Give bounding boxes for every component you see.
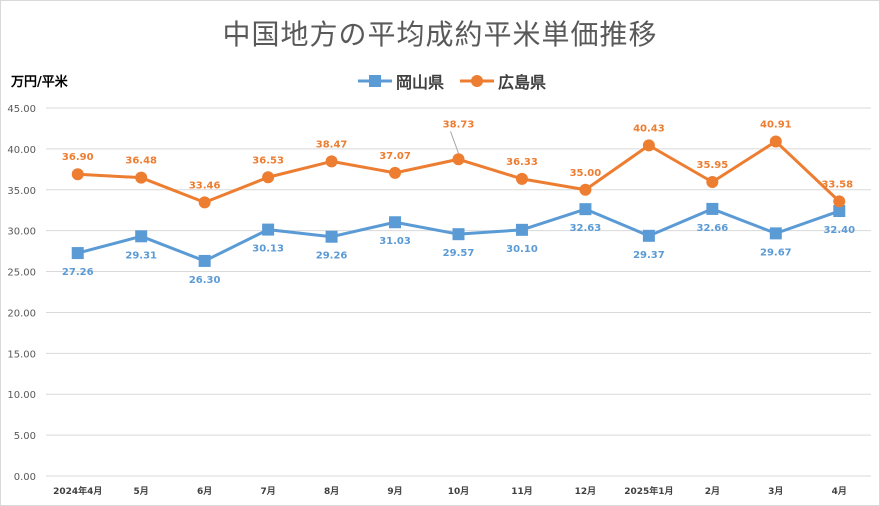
data-point-circle: [833, 195, 846, 208]
data-point-square: [452, 228, 465, 241]
series-line-1: [77, 139, 841, 204]
y-tick-label: 30.00: [7, 227, 36, 238]
x-tick-label: 8月: [324, 486, 339, 497]
data-point-circle: [135, 171, 148, 184]
x-tick-label: 5月: [134, 486, 149, 497]
data-point-circle: [198, 196, 211, 209]
data-label: 40.91: [760, 119, 792, 130]
y-tick-label: 35.00: [7, 186, 36, 197]
data-point-square: [642, 229, 655, 242]
y-tick-label: 0.00: [14, 472, 36, 483]
data-label: 37.07: [379, 151, 411, 162]
data-label: 27.26: [62, 267, 94, 278]
data-label: 40.43: [633, 123, 665, 134]
x-tick-label: 9月: [387, 486, 402, 497]
x-tick-label: 2月: [705, 486, 720, 497]
data-label: 36.48: [125, 156, 157, 167]
data-point-square: [135, 230, 148, 243]
data-point-circle: [706, 176, 719, 189]
data-label: 35.00: [570, 168, 602, 179]
y-tick-label: 15.00: [7, 349, 36, 360]
data-label: 32.66: [697, 223, 729, 234]
data-label: 33.58: [821, 179, 853, 190]
data-point-square: [71, 247, 84, 260]
data-point-square: [515, 223, 528, 236]
data-label: 30.10: [506, 244, 538, 255]
data-label: 38.73: [443, 119, 475, 130]
y-tick-label: 10.00: [7, 390, 36, 401]
legend-marker-square-icon: [358, 75, 392, 87]
legend-label-okayama: 岡山県: [396, 73, 445, 92]
data-point-circle: [769, 135, 782, 148]
data-point-square: [706, 202, 719, 215]
x-tick-label: 11月: [511, 486, 533, 497]
data-label: 29.31: [125, 250, 157, 261]
data-label: 36.33: [506, 157, 538, 168]
data-point-circle: [325, 155, 338, 168]
y-tick-label: 5.00: [14, 431, 36, 442]
legend: 岡山県 広島県: [358, 69, 546, 93]
data-point-square: [262, 223, 275, 236]
data-label: 29.26: [316, 251, 348, 262]
data-point-circle: [579, 183, 592, 196]
data-label: 30.13: [252, 244, 284, 255]
data-label: 36.90: [62, 152, 94, 163]
data-point-circle: [389, 166, 402, 179]
data-label: 26.30: [189, 275, 221, 286]
x-tick-label: 2025年1月: [624, 485, 673, 497]
y-tick-label: 25.00: [7, 268, 36, 279]
data-point-square: [389, 216, 402, 229]
data-label: 32.63: [570, 223, 602, 234]
data-point-square: [325, 230, 338, 243]
x-tick-label: 2024年4月: [53, 485, 102, 497]
x-tick-label: 7月: [260, 486, 275, 497]
data-label: 33.46: [189, 180, 221, 191]
data-label: 35.95: [697, 160, 729, 171]
chart-title: 中国地方の平均成約平米単価推移: [222, 18, 658, 51]
data-point-square: [198, 254, 211, 267]
y-axis-unit-label: 万円/平米: [11, 75, 68, 90]
x-tick-label: 3月: [768, 486, 783, 497]
x-tick-label: 6月: [197, 486, 212, 497]
data-point-circle: [515, 172, 528, 185]
data-label: 29.67: [760, 247, 792, 258]
y-tick-label: 45.00: [7, 104, 36, 115]
data-point-circle: [642, 139, 655, 152]
legend-item-hiroshima: 広島県: [460, 69, 546, 93]
y-tick-label: 20.00: [7, 308, 36, 319]
legend-label-hiroshima: 広島県: [498, 73, 547, 92]
data-point-square: [833, 205, 846, 218]
data-label: 32.40: [823, 225, 855, 236]
x-tick-label: 12月: [575, 486, 597, 497]
data-label-leader-line: [450, 131, 459, 154]
x-tick-label: 10月: [448, 486, 470, 497]
legend-marker-circle-icon: [460, 75, 495, 87]
data-label: 38.47: [316, 139, 348, 150]
legend-item-okayama: 岡山県: [358, 69, 444, 93]
data-point-circle: [71, 168, 84, 181]
data-point-square: [579, 203, 592, 216]
data-label: 29.37: [633, 250, 665, 261]
data-label: 29.57: [443, 248, 475, 259]
data-point-circle: [262, 171, 275, 184]
data-label: 36.53: [252, 155, 284, 166]
data-label: 31.03: [379, 236, 411, 247]
data-point-square: [769, 227, 782, 240]
data-point-circle: [452, 153, 465, 166]
y-tick-label: 40.00: [7, 145, 36, 156]
x-tick-label: 4月: [832, 486, 847, 497]
